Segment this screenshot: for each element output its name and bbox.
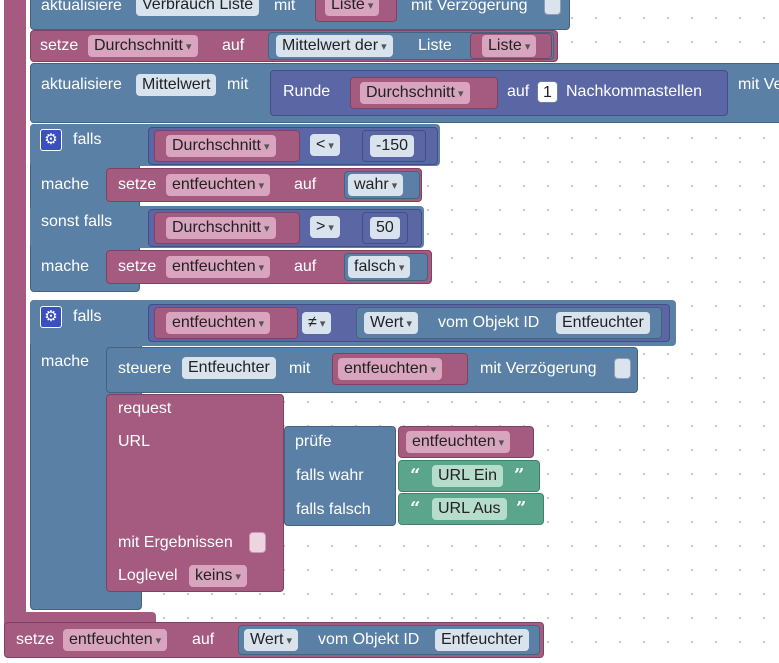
number-input-2[interactable]: 50	[370, 217, 400, 239]
request-block[interactable]	[106, 394, 284, 592]
durchschnitt-var-dropdown-3[interactable]: Durchschnitt	[166, 135, 276, 157]
mit-label: mit	[274, 0, 296, 14]
nachkommastellen-label: Nachkommastellen	[566, 83, 703, 100]
liste-var-dropdown-2[interactable]: Liste	[482, 35, 537, 57]
setze-label-3: setze	[118, 258, 157, 275]
mit-verzoegerung-label-2: mit Verzögerung	[480, 360, 597, 377]
gear-icon[interactable]: ⚙	[40, 129, 62, 151]
falls-label-2: falls	[73, 308, 102, 325]
url-ein-text[interactable]: URL Ein	[432, 465, 503, 487]
durchschnitt-var-dropdown-4[interactable]: Durchschnitt	[166, 217, 276, 239]
entfeuchten-var-dropdown-2[interactable]: entfeuchten	[166, 256, 271, 278]
aktualisiere-label: aktualisiere	[41, 0, 122, 14]
close-quote-icon: ”	[514, 465, 525, 486]
entfeuchter-object[interactable]: Entfeuchter	[556, 312, 650, 334]
ternary-block[interactable]	[284, 426, 396, 526]
mit-label-3: mit	[289, 360, 311, 377]
durchschnitt-var-dropdown-2[interactable]: Durchschnitt	[360, 82, 470, 104]
setze-label-2: setze	[118, 176, 157, 193]
operator-dropdown-3[interactable]: ≠	[302, 312, 332, 334]
auf-label-5: auf	[192, 631, 215, 648]
entfeuchten-var-dropdown-3[interactable]: entfeuchten	[166, 312, 271, 334]
bool-dropdown-false[interactable]: falsch	[348, 256, 411, 278]
mit-ergebnissen-label: mit Ergebnissen	[118, 534, 233, 551]
decimal-places-input[interactable]: 1	[537, 81, 558, 103]
entfeuchten-var-dropdown-4[interactable]: entfeuchten	[338, 358, 443, 380]
runde-label: Runde	[283, 83, 331, 100]
falls-wahr-label: falls wahr	[296, 467, 364, 484]
mache-label-2: mache	[41, 258, 90, 275]
durchschnitt-var-dropdown[interactable]: Durchschnitt	[88, 35, 198, 57]
mittelwert-dropdown[interactable]: Mittelwert der	[276, 35, 393, 57]
pruefe-label: prüfe	[295, 433, 332, 450]
wert-dropdown-2[interactable]: Wert	[244, 629, 299, 651]
close-quote-icon-2: ”	[516, 498, 527, 519]
wert-dropdown[interactable]: Wert	[364, 312, 419, 334]
entfeuchten-var-dropdown-1[interactable]: entfeuchten	[166, 174, 271, 196]
entfeuchten-var-dropdown-5[interactable]: entfeuchten	[406, 431, 511, 453]
mit-ve-label: mit Ve	[738, 76, 779, 93]
open-quote-icon: “	[410, 465, 421, 486]
falls-label: falls	[73, 131, 102, 148]
open-quote-icon-2: “	[410, 498, 421, 519]
operator-dropdown-1[interactable]: <	[310, 134, 340, 156]
gear-icon-2[interactable]: ⚙	[40, 306, 62, 328]
mittelwert-object[interactable]: Mittelwert	[136, 74, 217, 96]
auf-label-2: auf	[507, 83, 530, 100]
loglevel-label: Loglevel	[118, 567, 178, 584]
auf-label-4: auf	[294, 258, 317, 275]
falls-falsch-label: falls falsch	[296, 501, 371, 518]
url-label: URL	[118, 433, 151, 450]
url-aus-text[interactable]: URL Aus	[432, 498, 507, 520]
sonst-falls-label: sonst falls	[41, 213, 113, 230]
vom-objekt-label: vom Objekt ID	[438, 314, 540, 331]
mit-verzoegerung-label: mit Verzögerung	[411, 0, 528, 14]
outer-procedure-frame	[4, 0, 26, 625]
steuere-label: steuere	[118, 360, 172, 377]
delay-checkbox[interactable]	[544, 0, 561, 15]
setze-label-4: setze	[16, 631, 55, 648]
setze-label: setze	[40, 37, 79, 54]
aktualisiere-label-2: aktualisiere	[41, 76, 122, 93]
operator-dropdown-2[interactable]: >	[310, 216, 340, 238]
round-block[interactable]	[270, 70, 728, 116]
entfeuchter-object-2[interactable]: Entfeuchter	[182, 357, 276, 379]
delay-checkbox-2[interactable]	[614, 358, 631, 379]
mache-label-3: mache	[41, 353, 90, 370]
mache-label: mache	[41, 176, 90, 193]
entfeuchten-var-dropdown-6[interactable]: entfeuchten	[63, 629, 168, 651]
entfeuchter-object-3[interactable]: Entfeuchter	[435, 629, 529, 651]
vom-objekt-label-2: vom Objekt ID	[318, 631, 420, 648]
liste-label: Liste	[418, 37, 452, 54]
verbrauch-liste-object[interactable]: Verbrauch Liste	[136, 0, 260, 16]
bool-dropdown-true[interactable]: wahr	[348, 174, 404, 196]
mit-label-2: mit	[227, 76, 249, 93]
update-verbrauch-liste-block[interactable]	[30, 0, 570, 30]
number-input-1[interactable]: -150	[370, 135, 415, 157]
auf-label-3: auf	[294, 176, 317, 193]
results-checkbox[interactable]	[249, 532, 266, 553]
request-label: request	[118, 400, 172, 417]
auf-label: auf	[222, 37, 245, 54]
liste-var-dropdown[interactable]: Liste	[325, 0, 380, 16]
loglevel-dropdown[interactable]: keins	[189, 565, 247, 587]
